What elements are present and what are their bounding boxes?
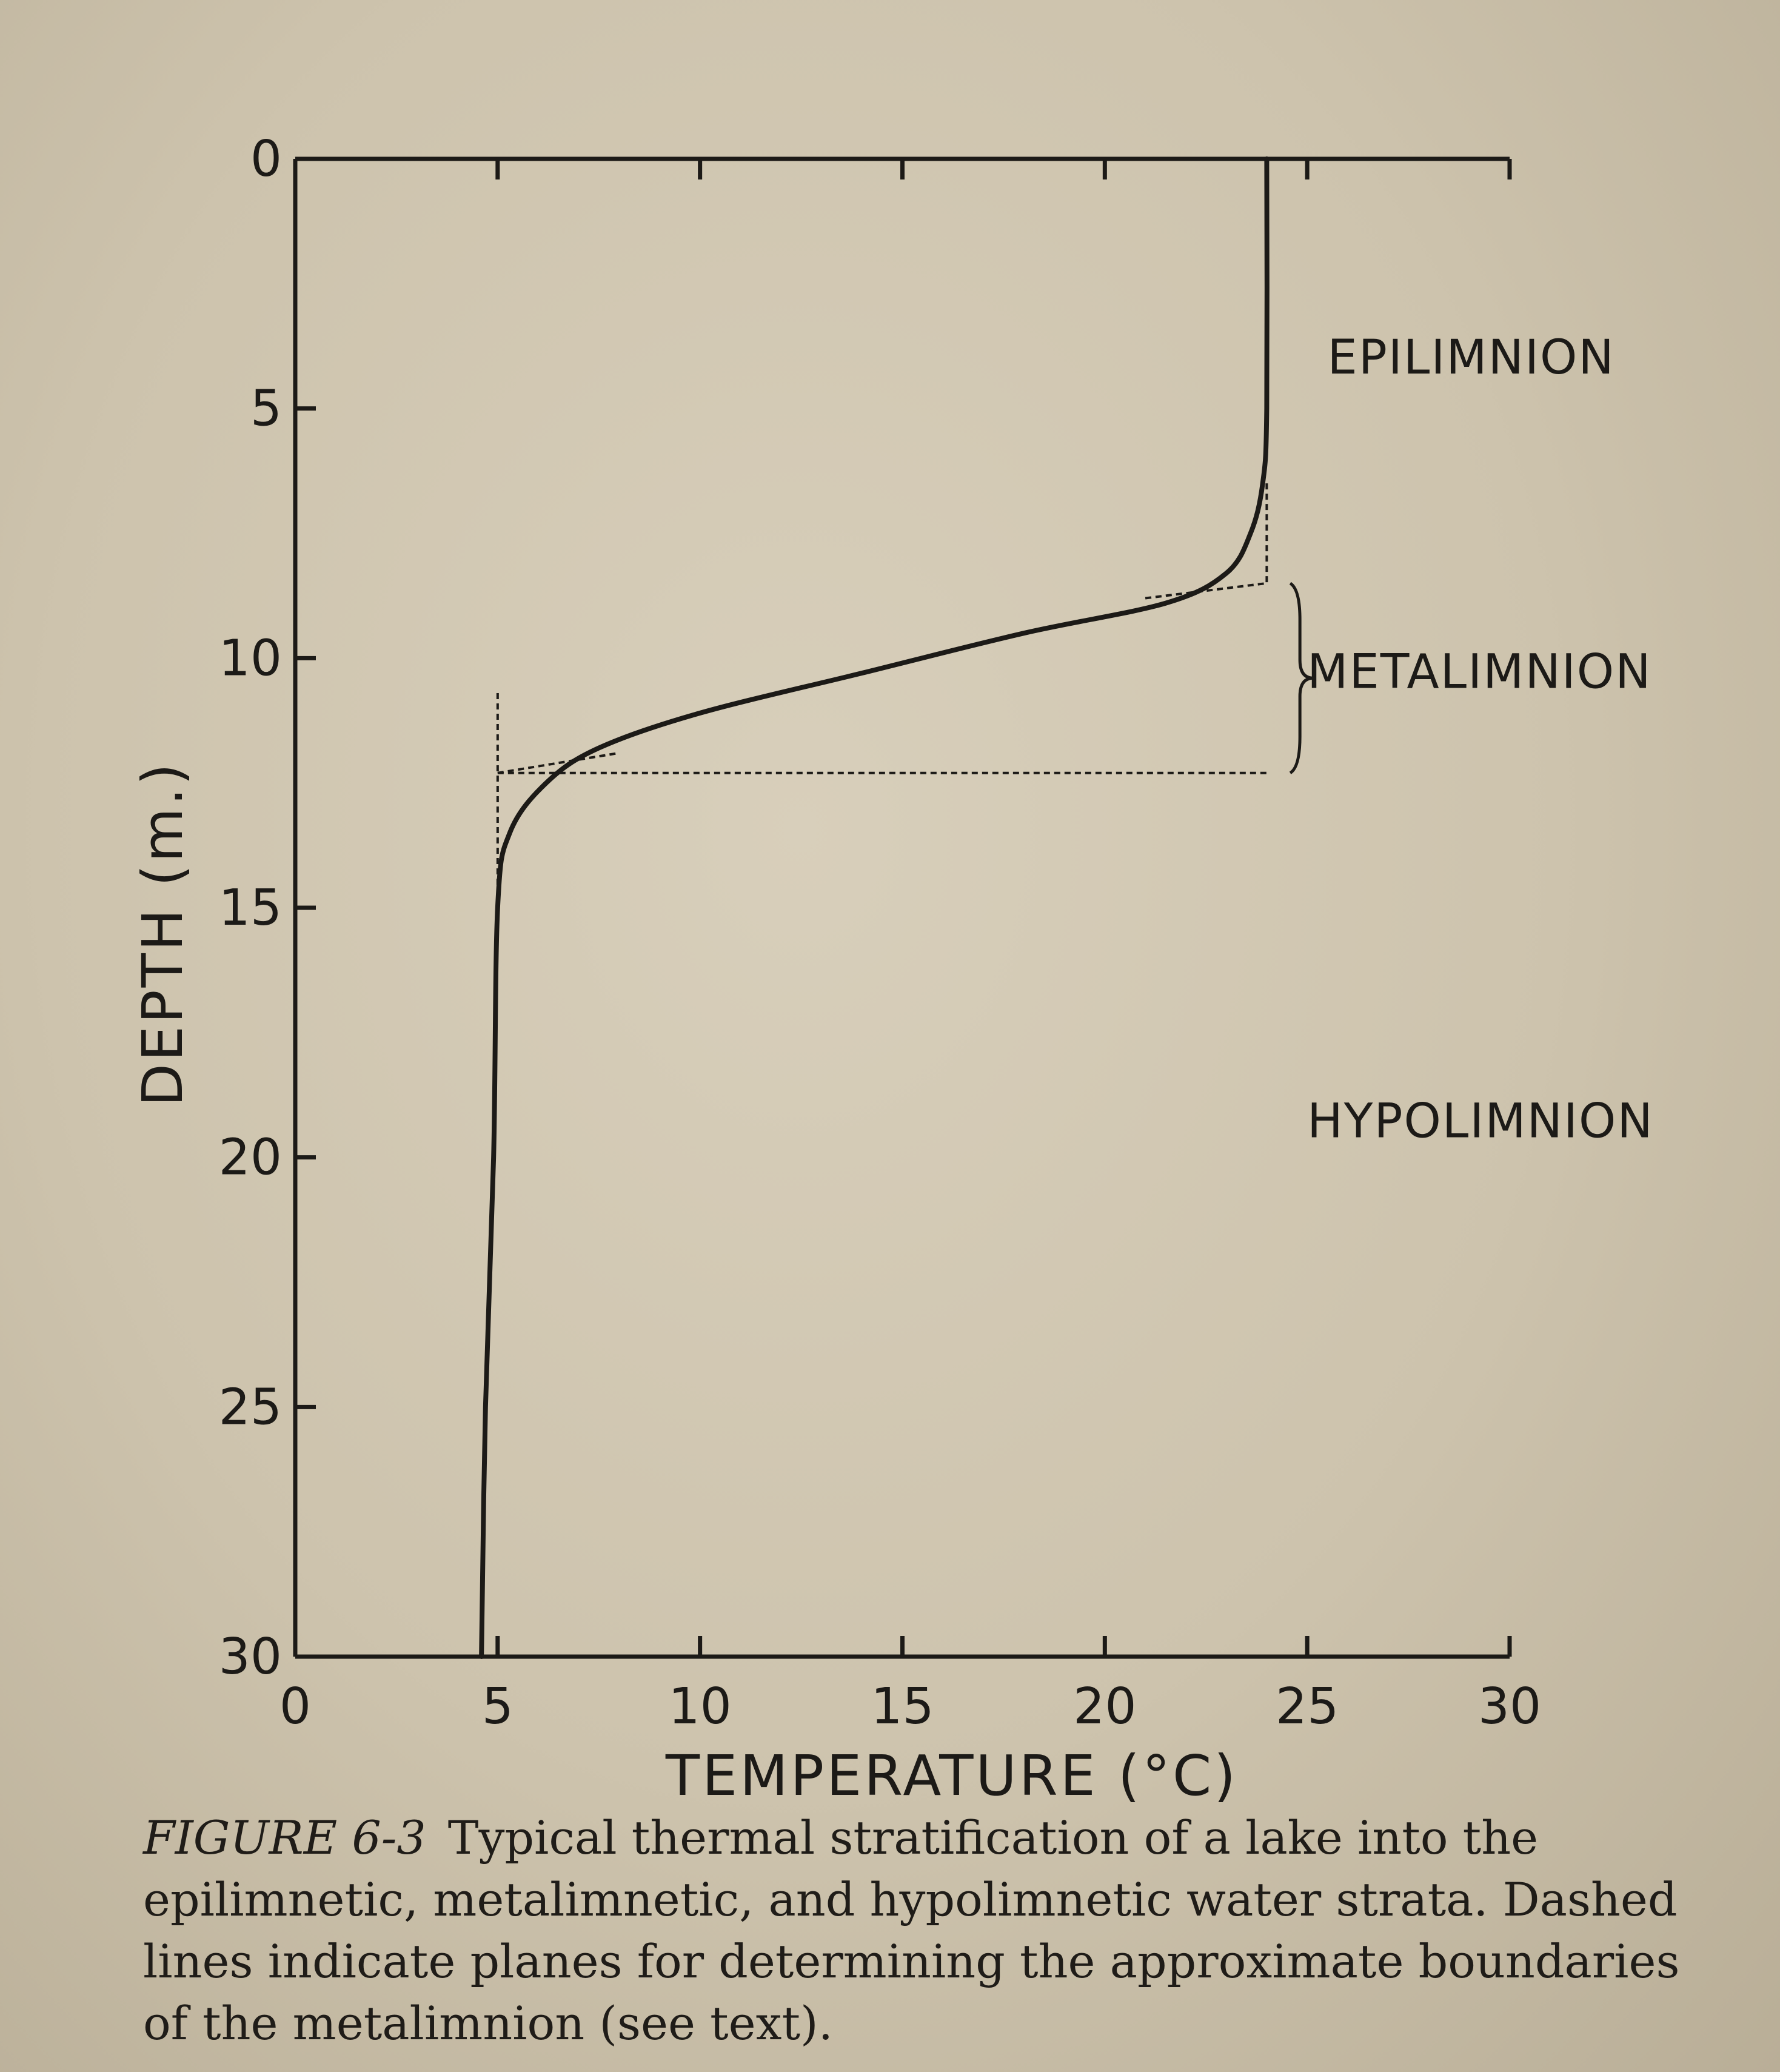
x-tick-label: 0 (279, 1678, 311, 1735)
y-tick-label: 25 (219, 1378, 282, 1436)
temperature-profile-line (479, 156, 1270, 1659)
x-tick-label: 20 (1073, 1678, 1136, 1735)
figure-number: FIGURE 6-3 (143, 1811, 426, 1865)
y-tick-label: 15 (219, 879, 282, 937)
x-tick-label: 10 (668, 1678, 731, 1735)
series (479, 156, 1270, 1659)
caption-text: Typical thermal stratification of a lake… (143, 1811, 1680, 2050)
x-tick-label: 5 (482, 1678, 514, 1735)
zone-label-epilimnion: EPILIMNION (1328, 330, 1615, 385)
y-axis-title: DEPTH (m.) (130, 761, 195, 1107)
x-tick-label: 25 (1276, 1678, 1339, 1735)
y-tick-label: 20 (219, 1129, 282, 1187)
y-tick-label: 5 (250, 380, 282, 438)
zone-label-metalimnion: METALIMNION (1307, 645, 1651, 700)
labels: EPILIMNION METALIMNION HYPOLIMNION (1307, 330, 1654, 1149)
y-tick-label: 10 (219, 629, 282, 687)
zone-label-hypolimnion: HYPOLIMNION (1307, 1095, 1654, 1149)
figure-caption: FIGURE 6-3 Typical thermal stratification… (143, 1807, 1695, 2054)
y-tick-label: 30 (219, 1628, 282, 1686)
boundary-guides (496, 483, 1314, 933)
x-tick-label: 30 (1478, 1678, 1541, 1735)
x-tick-label: 15 (871, 1678, 934, 1735)
x-axis-title: TEMPERATURE (°C) (665, 1743, 1238, 1807)
y-tick-label: 0 (250, 130, 282, 188)
